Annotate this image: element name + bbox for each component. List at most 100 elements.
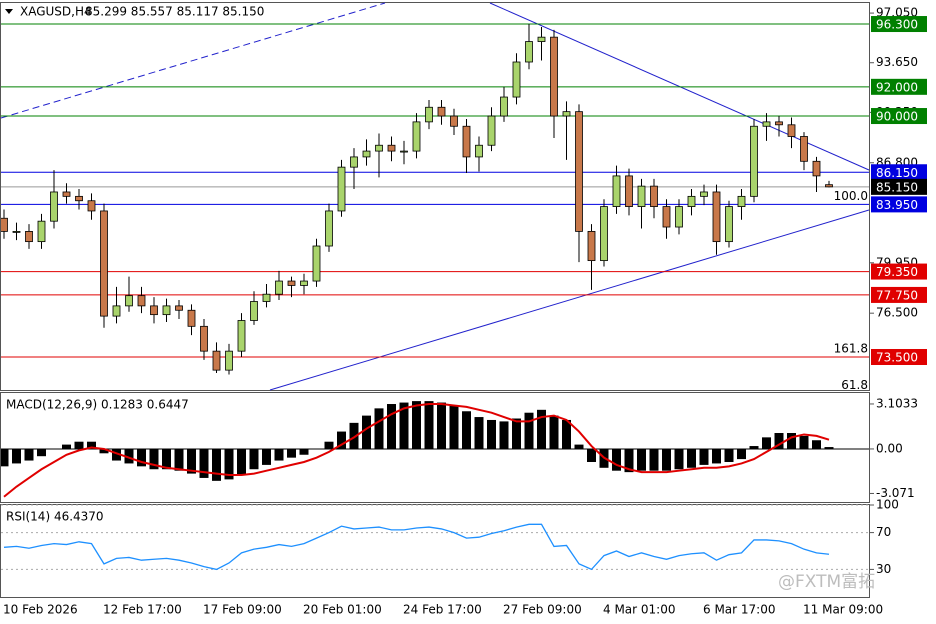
macd-bar [512, 418, 521, 449]
candle-body [287, 280, 296, 286]
rsi-panel [0, 504, 870, 598]
macd-bar [687, 448, 696, 468]
macd-bar [212, 448, 221, 481]
fib-label: 61.8 [841, 378, 868, 392]
candle-body [400, 150, 408, 153]
x-tick-label: 24 Feb 17:00 [403, 603, 482, 617]
candle-body [325, 210, 333, 247]
candle-body [750, 125, 758, 197]
candle-body [25, 231, 33, 243]
candle-body [800, 136, 808, 162]
candle-body [350, 156, 358, 168]
candle-body [600, 206, 608, 262]
candle-body [137, 295, 146, 307]
candle-body [300, 280, 308, 286]
symbol-title: XAGUSD,H4 [20, 5, 92, 19]
macd-bar [24, 448, 34, 461]
candle-body [700, 191, 708, 197]
candle-body [237, 320, 246, 352]
macd-bar [337, 431, 346, 449]
macd-bar [287, 448, 296, 458]
level-label: 77.750 [876, 288, 918, 302]
menu-arrow[interactable] [5, 9, 13, 14]
y-tick-label: 93.650 [876, 55, 918, 69]
candle-body [87, 200, 96, 212]
macd-bar [674, 448, 684, 470]
candle-body [475, 144, 483, 158]
panel-frames [0, 2, 870, 598]
macd-bar [524, 412, 534, 449]
level-box [871, 108, 927, 125]
macd-bar [424, 401, 434, 449]
trendline [269, 209, 870, 391]
macd-bar [137, 448, 146, 467]
candle-body [537, 36, 546, 42]
candle-body [312, 245, 321, 282]
macd-bar [112, 448, 121, 461]
candle-body [175, 305, 183, 311]
macd-bar [499, 421, 509, 449]
candle-body [612, 175, 621, 207]
level-box [871, 196, 927, 213]
level-label: 73.500 [876, 350, 918, 364]
candle-body [625, 175, 633, 207]
level-label: 83.950 [876, 198, 918, 212]
macd-bar [437, 402, 446, 449]
macd-bar [387, 404, 396, 449]
candle-body [375, 144, 383, 152]
macd-bar [274, 448, 284, 461]
macd-bar [37, 448, 46, 457]
macd-bar [824, 447, 834, 449]
macd-bar [199, 448, 209, 478]
candle-body [712, 191, 721, 243]
candle-body [675, 206, 683, 228]
candle-body [162, 305, 171, 316]
macd-panel [0, 392, 870, 503]
macd-bar [299, 448, 309, 455]
candle-body [462, 125, 471, 158]
candle-body [725, 206, 733, 243]
level-box [871, 348, 927, 365]
macd-bar [449, 405, 459, 449]
macd-bar [749, 446, 759, 449]
macd-bar [174, 448, 184, 471]
level-label: 96.300 [876, 18, 918, 32]
macd-bar [737, 448, 746, 460]
candle-body [412, 121, 421, 152]
macd-title: MACD(12,26,9) 0.1283 0.6447 [6, 398, 189, 412]
candle-body [425, 106, 433, 123]
level-box [871, 16, 927, 33]
level-box [871, 164, 927, 181]
candle-body [737, 195, 746, 207]
x-tick-label: 6 Mar 17:00 [703, 603, 776, 617]
y-tick-label: 3.1033 [876, 396, 918, 410]
macd-bar [649, 448, 659, 471]
price-panel [0, 2, 870, 391]
candle-body [550, 36, 558, 117]
candle-body [337, 166, 346, 212]
macd-bar [237, 448, 246, 476]
candle-body [62, 191, 71, 197]
macd-bar [812, 440, 821, 449]
current-price-box [871, 178, 927, 195]
candles [1, 23, 869, 375]
candle-body [437, 106, 446, 117]
candle-body [687, 195, 696, 207]
watermark: @FXTM富拓 [778, 572, 875, 592]
macd-bar [74, 441, 84, 449]
x-tick-label: 27 Feb 09:00 [503, 603, 582, 617]
macd-bar [637, 448, 646, 471]
macd-bar [612, 448, 621, 471]
y-tick-label: 30 [876, 562, 891, 576]
candle-body [37, 220, 46, 243]
signal-line [3, 403, 830, 498]
macd-bar [549, 415, 559, 449]
rsi-line [3, 523, 830, 571]
macd-bar [12, 448, 21, 464]
trendline [0, 2, 386, 119]
x-tick-label: 12 Feb 17:00 [103, 603, 182, 617]
fib-label: 161.8 [834, 341, 868, 355]
candle-body [575, 111, 583, 232]
